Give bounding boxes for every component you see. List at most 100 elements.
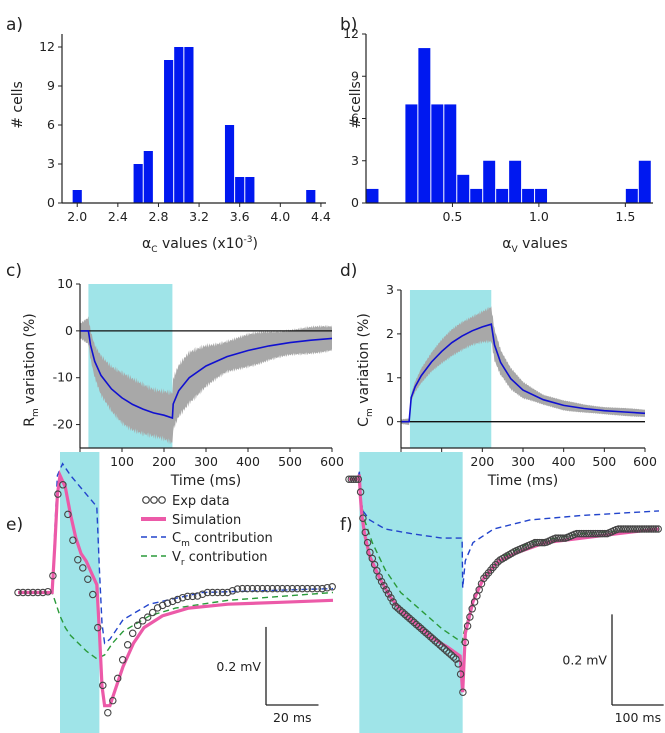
exp-data-point — [168, 597, 177, 606]
exp-data-point — [645, 525, 653, 533]
y-tick-label: 12 — [39, 39, 55, 54]
panel-c-ylabel: Rm variation (%) — [22, 313, 41, 427]
exp-data-point — [361, 528, 370, 537]
panel-a-ylabel: # cells — [10, 81, 26, 129]
exp-data-point — [454, 660, 463, 668]
exp-data-point — [394, 604, 402, 612]
exp-data-point — [391, 602, 400, 610]
exp-data-point — [323, 583, 331, 592]
exp-data-point — [248, 584, 257, 593]
exp-data-point — [412, 620, 421, 629]
x-tick-label: 300 — [194, 454, 218, 469]
exp-data-point — [598, 529, 607, 538]
exp-data-point — [459, 688, 467, 696]
exp-data-point — [313, 584, 322, 593]
x-tick-label: 500 — [592, 454, 616, 469]
bar — [143, 151, 153, 203]
bar — [638, 160, 651, 203]
exp-data-point — [354, 475, 363, 483]
exp-data-point — [352, 475, 360, 483]
mean-line — [80, 330, 333, 420]
bar — [235, 177, 245, 203]
exp-data-point — [218, 588, 227, 597]
panel-a: a) # cells αC values (x10-3) 2.0 2.4 2.8 3.… — [6, 15, 331, 255]
legend-exp-marker — [142, 496, 166, 504]
exp-data-point — [398, 608, 407, 616]
bar — [496, 188, 509, 203]
exp-data-point — [163, 599, 172, 607]
exp-data-point — [128, 629, 137, 638]
bar — [418, 48, 431, 204]
exp-data-point — [535, 538, 544, 547]
exp-data-point — [396, 606, 404, 614]
exp-data-point — [401, 610, 409, 619]
exp-data-point — [631, 525, 639, 533]
exp-data-point — [389, 598, 397, 606]
panel-b-ylabel: # cells — [348, 81, 364, 129]
exp-data-point — [649, 525, 658, 533]
exp-data-point — [421, 628, 430, 637]
exp-data-point — [382, 586, 390, 594]
x-tick-label: 600 — [320, 454, 344, 469]
y-tick-label: 0 — [351, 195, 359, 210]
exp-data-point — [79, 564, 87, 572]
exp-data-point — [228, 587, 237, 595]
exp-data-point — [584, 529, 593, 538]
exp-data-point — [64, 510, 72, 519]
scalebar-x-label: 100 ms — [615, 710, 662, 725]
x-tick-label: 4.0 — [270, 209, 290, 224]
exp-data-point — [183, 592, 192, 601]
exp-data-point — [468, 605, 476, 613]
bar — [164, 60, 174, 203]
exp-data-point — [426, 632, 435, 641]
panel-c-xlabel: Time (ms) — [170, 473, 242, 489]
bar — [224, 125, 235, 203]
y-tick-label: 3 — [47, 156, 55, 171]
bar — [483, 160, 496, 203]
exp-data-point — [387, 594, 395, 602]
exp-data-point — [308, 584, 317, 593]
exp-data-point — [614, 525, 623, 533]
y-tick-label: 0 — [386, 414, 394, 429]
exp-data-point — [531, 538, 539, 547]
panel-a-xlabel: αC values (x10-3) — [142, 235, 258, 255]
bar — [405, 104, 418, 203]
exp-data-point — [123, 641, 132, 649]
y-tick-label: 3 — [351, 153, 359, 168]
bar — [184, 47, 194, 203]
exp-data-point — [435, 641, 444, 649]
exp-data-point — [640, 525, 649, 533]
panel-b: b) # cells αV values 0.5 1.0 1.5 0 3 6 9 12 — [340, 15, 653, 255]
x-tick-label: 2.8 — [149, 209, 169, 224]
x-tick-label: 2.4 — [108, 209, 128, 224]
exp-data-point — [601, 529, 609, 538]
exp-data-point — [356, 488, 365, 496]
exp-data-point — [633, 525, 642, 533]
exp-data-point — [94, 623, 102, 632]
exp-data-point — [380, 581, 388, 590]
x-tick-label: 1.0 — [529, 209, 549, 224]
exp-data-point — [447, 651, 456, 659]
bar — [366, 188, 379, 203]
x-tick-label: 1.5 — [615, 209, 635, 224]
exp-data-point — [293, 584, 302, 593]
exp-data-point — [405, 614, 414, 623]
exp-data-point — [359, 514, 367, 522]
panel-f-letter: f) — [340, 515, 353, 535]
panel-d-ylabel: Cm variation (%) — [356, 313, 375, 427]
x-tick-label: 300 — [511, 454, 535, 469]
exp-data-point — [278, 584, 287, 593]
exp-data-point — [193, 592, 202, 600]
exp-data-point — [410, 618, 418, 627]
exp-data-point — [624, 525, 632, 533]
legend-exp-label: Exp data — [172, 494, 230, 509]
exp-data-point — [243, 584, 252, 593]
y-tick-label: 9 — [47, 78, 55, 93]
exp-data-point — [415, 622, 423, 631]
bar — [174, 47, 184, 203]
y-tick-label: 2 — [386, 326, 394, 341]
exp-data-point — [445, 649, 453, 657]
exp-data-point — [69, 536, 77, 544]
y-tick-label: 10 — [57, 276, 73, 291]
y-tick-label: 0 — [65, 323, 73, 338]
